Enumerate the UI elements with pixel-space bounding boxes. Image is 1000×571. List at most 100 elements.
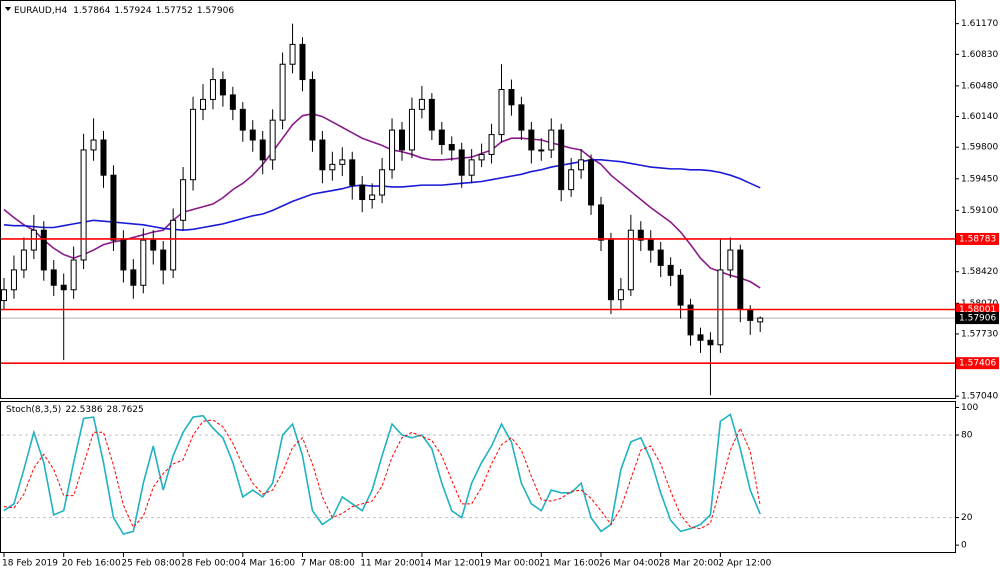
candle-body: [757, 317, 764, 323]
candle-body: [269, 119, 276, 161]
x-tick-label: 26 Mar 04:00: [599, 559, 659, 569]
candle-body: [40, 229, 47, 271]
last-price-label-bg: [956, 312, 999, 325]
candle-body: [399, 129, 405, 151]
candle-body: [408, 108, 415, 151]
candle-body: [717, 269, 724, 346]
symbol: EURAUD,H4: [14, 6, 67, 16]
symbol-menu-icon[interactable]: [5, 7, 11, 11]
candle-body: [1, 289, 7, 302]
level-label-bg: [956, 232, 999, 245]
x-tick-label: 25 Feb 08:00: [121, 559, 180, 569]
candle-body: [299, 43, 306, 81]
candle-body: [249, 129, 256, 141]
x-tick-label: 11 Mar 20:00: [360, 559, 420, 569]
candle-body: [309, 79, 316, 141]
candle-body: [588, 159, 595, 206]
candle-body: [637, 229, 644, 241]
candle-body: [90, 139, 97, 151]
candle-body: [568, 169, 575, 191]
y-tick-label: 1.59450: [961, 174, 998, 184]
candle-body: [488, 134, 495, 155]
candle-body: [548, 129, 555, 151]
candle-body: [229, 94, 236, 110]
indicator-line: [3, 413, 761, 536]
stoch-signal-readout: 28.7625: [107, 405, 144, 415]
readout-close: 1.57906: [197, 6, 234, 16]
candle-body: [219, 79, 226, 96]
candle-body: [329, 163, 336, 171]
y-tick-label: 1.57730: [961, 329, 998, 339]
candle-body: [498, 88, 505, 136]
candle-body: [190, 108, 197, 181]
candle-body: [538, 149, 545, 152]
y-tick-label: 1.59100: [961, 206, 998, 216]
candle-body: [428, 98, 435, 131]
readout-high: 1.57924: [114, 6, 151, 16]
candle-body: [209, 79, 216, 100]
x-tick-label: 18 Feb 2019: [2, 559, 58, 569]
level-label-bg: [956, 357, 999, 370]
candle-body: [50, 269, 57, 286]
indicator-line: [3, 419, 761, 530]
candle-body: [458, 149, 465, 176]
candle-body: [747, 309, 754, 321]
candle-body: [200, 98, 206, 110]
candle-body: [617, 289, 624, 301]
header: EURAUD,H4 1.57864 1.57924 1.57752 1.57906: [14, 6, 234, 16]
candle-body: [100, 139, 107, 176]
candle-body: [170, 219, 177, 271]
candle-body: [657, 249, 664, 266]
candle-body: [30, 229, 37, 251]
candle-body: [150, 239, 157, 251]
y-tick-label: 1.59800: [961, 143, 998, 153]
x-tick-label: 19 Mar 00:00: [480, 559, 540, 569]
candle-body: [598, 204, 604, 241]
x-tick-label: 28 Mar 20:00: [659, 559, 719, 569]
readout-low: 1.57752: [156, 6, 193, 16]
y-tick-label: 100: [961, 403, 978, 413]
y-tick-label: 1.60830: [961, 50, 998, 60]
candle-body: [727, 249, 734, 271]
level-label: 1.58783: [959, 234, 996, 244]
y-tick-label: 1.58420: [961, 267, 998, 277]
candle-body: [647, 239, 654, 251]
candle-body: [339, 159, 346, 165]
last-price-label: 1.57906: [959, 314, 996, 324]
candle-body: [379, 169, 386, 196]
candle-body: [508, 88, 515, 106]
candle-body: [468, 159, 475, 176]
level-label: 1.57406: [959, 359, 996, 369]
candle-body: [80, 149, 87, 261]
y-tick-label: 20: [961, 513, 973, 523]
candle-body: [180, 179, 187, 221]
candle-body: [687, 304, 694, 336]
stoch-panel: [0, 401, 956, 553]
candle-body: [578, 159, 585, 171]
candle-body: [239, 108, 246, 131]
candle-body: [737, 249, 744, 311]
candle-body: [518, 104, 525, 131]
level-label: 1.58001: [959, 305, 996, 315]
candle-body: [697, 334, 704, 341]
y-tick-label: 80: [961, 431, 973, 441]
candle-body: [448, 144, 455, 151]
candle-body: [319, 139, 326, 171]
x-tick-label: 20 Feb 16:00: [62, 559, 121, 569]
candle-body: [60, 284, 67, 291]
candle-body: [70, 259, 77, 291]
candle-body: [140, 239, 147, 286]
main-panel: [0, 0, 956, 399]
candle-body: [120, 239, 127, 271]
candle-body: [667, 264, 674, 276]
x-tick-label: 2 Apr 12:00: [718, 559, 771, 569]
candle-body: [359, 184, 366, 201]
candle-body: [10, 269, 17, 291]
candle-body: [418, 98, 425, 110]
candle-body: [627, 229, 634, 291]
stoch-title: Stoch(8,3,5): [6, 405, 61, 415]
readout-open: 1.57864: [73, 6, 110, 16]
candle-body: [279, 63, 286, 121]
